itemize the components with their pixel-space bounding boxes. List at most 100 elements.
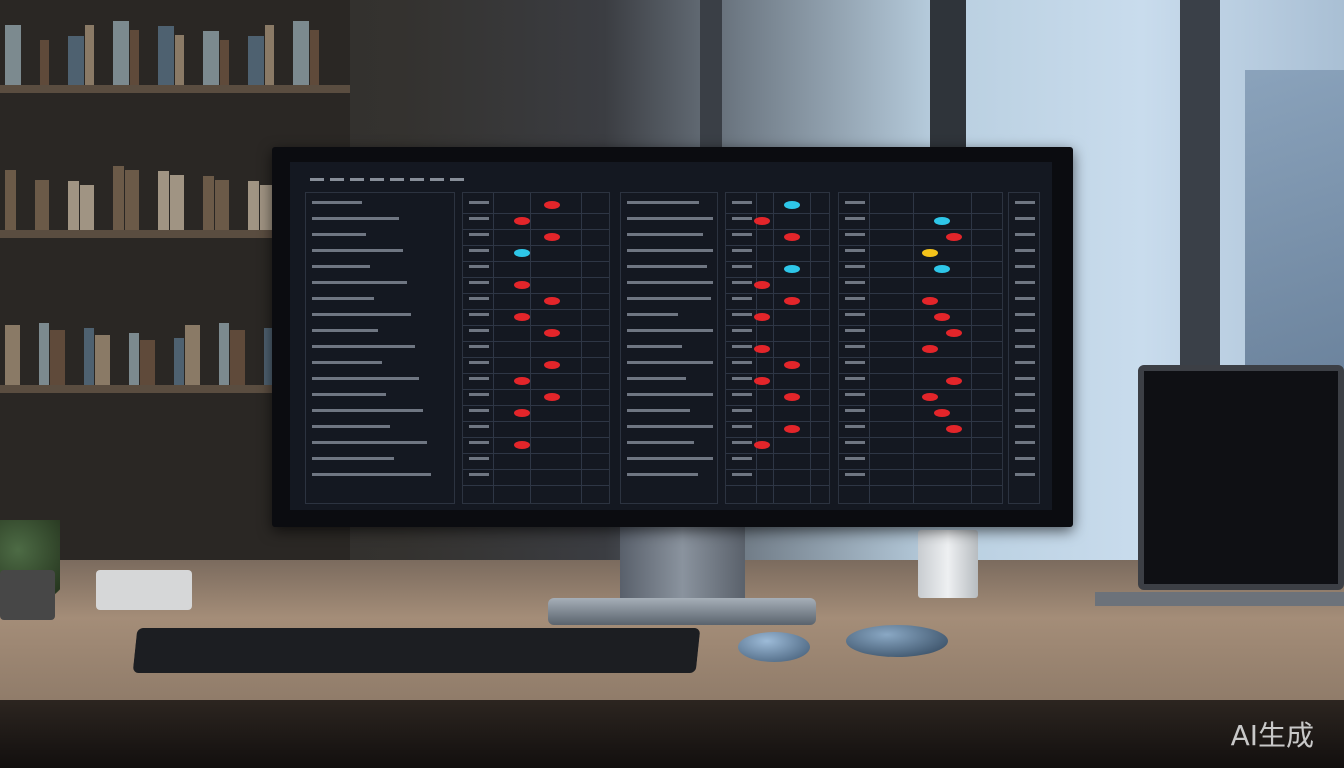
screen-text-line — [732, 249, 752, 252]
status-marker — [783, 361, 800, 369]
toolbar-item — [430, 178, 444, 181]
toolbar-item — [410, 178, 424, 181]
book — [68, 181, 79, 230]
status-marker — [933, 265, 950, 273]
screen-text-line — [1015, 425, 1035, 428]
screen-text-line — [469, 393, 489, 396]
book — [175, 35, 184, 85]
book — [264, 328, 274, 385]
status-marker — [783, 233, 800, 241]
grid-line — [839, 325, 1002, 326]
status-marker — [783, 297, 800, 305]
book — [185, 325, 200, 385]
screen-text-line — [469, 473, 489, 476]
screen-text-line — [845, 441, 865, 444]
grid-line — [839, 485, 1002, 486]
screen-text-line — [732, 281, 752, 284]
status-marker — [514, 281, 531, 289]
book — [158, 26, 174, 85]
grid-column — [773, 193, 775, 503]
status-marker — [514, 313, 531, 321]
screen-text-line — [312, 329, 378, 332]
screen-text-line — [627, 393, 713, 396]
screen-text-line — [312, 265, 370, 268]
desk-edge — [0, 700, 1344, 768]
plant-pot — [0, 570, 55, 620]
book — [5, 325, 20, 385]
screen-text-line — [627, 265, 707, 268]
screen-text-line — [1015, 329, 1035, 332]
screen-text-line — [469, 297, 489, 300]
screen-text-line — [312, 393, 386, 396]
screen-text-line — [469, 409, 489, 412]
grid-line — [463, 213, 609, 214]
screen-text-line — [469, 313, 489, 316]
screen-text-line — [312, 409, 423, 412]
status-marker — [783, 265, 800, 273]
screen-panel — [725, 192, 830, 504]
screen-text-line — [469, 361, 489, 364]
grid-line — [726, 341, 829, 342]
screen-text-line — [845, 233, 865, 236]
grid-line — [726, 229, 829, 230]
grid-line — [839, 389, 1002, 390]
grid-line — [463, 437, 609, 438]
screen-text-line — [627, 217, 713, 220]
grid-line — [839, 309, 1002, 310]
grid-line — [839, 213, 1002, 214]
screen-text-line — [1015, 361, 1035, 364]
status-marker — [753, 441, 770, 449]
grid-line — [839, 341, 1002, 342]
screen-text-line — [627, 233, 703, 236]
screen-text-line — [627, 425, 713, 428]
screen-text-line — [845, 393, 865, 396]
screen-text-line — [627, 361, 713, 364]
grid-line — [726, 293, 829, 294]
screen-text-line — [1015, 473, 1035, 476]
screen-text-line — [312, 361, 382, 364]
status-marker — [933, 409, 950, 417]
grid-column — [869, 193, 870, 503]
screen-text-line — [469, 425, 489, 428]
screen-text-line — [312, 473, 431, 476]
screen-text-line — [732, 377, 752, 380]
screen-text-line — [469, 457, 489, 460]
screen-text-line — [845, 329, 865, 332]
status-marker — [753, 217, 770, 225]
screen-text-line — [1015, 377, 1035, 380]
book — [310, 30, 319, 85]
screen-text-line — [469, 201, 489, 204]
screen-text-line — [627, 329, 713, 332]
screen-text-line — [469, 217, 489, 220]
screen-text-line — [469, 281, 489, 284]
grid-line — [839, 229, 1002, 230]
screen-text-line — [845, 249, 865, 252]
screen-text-line — [732, 425, 752, 428]
screen-text-line — [312, 281, 407, 284]
screen-text-line — [1015, 313, 1035, 316]
screen-text-line — [627, 377, 686, 380]
book — [260, 185, 274, 230]
book — [293, 21, 309, 85]
status-marker — [544, 361, 561, 369]
toolbar-item — [450, 178, 464, 181]
grid-line — [463, 245, 609, 246]
screen-text-line — [732, 345, 752, 348]
screen-text-line — [312, 345, 415, 348]
screen-text-line — [845, 201, 865, 204]
grid-line — [839, 453, 1002, 454]
screen-panel — [838, 192, 1003, 504]
toolbar-item — [350, 178, 364, 181]
window-frame — [1180, 0, 1220, 380]
screen-text-line — [845, 409, 865, 412]
grid-line — [726, 437, 829, 438]
screen-text-line — [845, 473, 865, 476]
toolbar-item — [310, 178, 324, 181]
screen-text-line — [312, 217, 399, 220]
book — [68, 36, 84, 85]
status-marker — [933, 217, 950, 225]
book — [84, 328, 94, 385]
screen-text-line — [469, 249, 489, 252]
book — [215, 180, 229, 230]
screen-text-line — [627, 345, 682, 348]
